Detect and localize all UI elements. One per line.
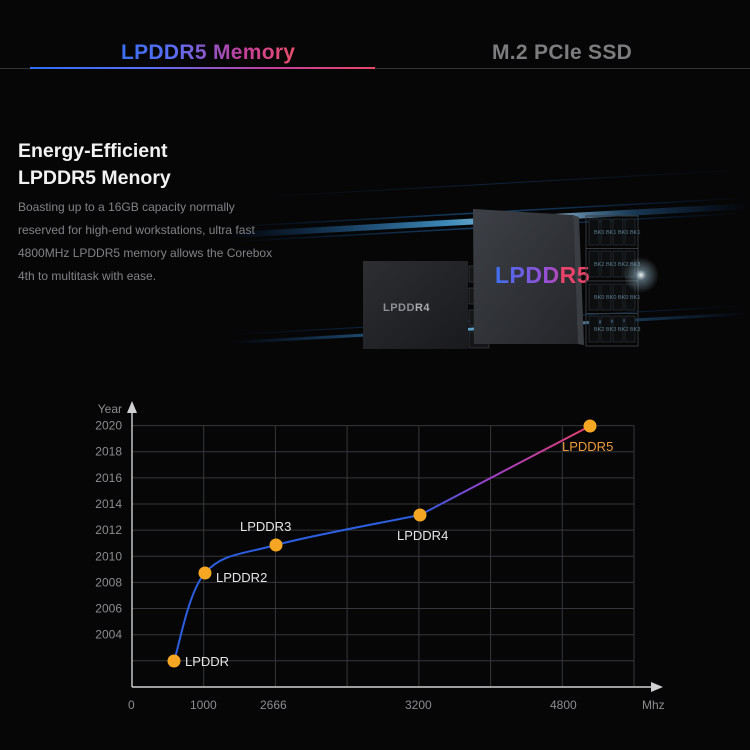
svg-text:BK0: BK0 (594, 295, 604, 301)
svg-text:2020: 2020 (95, 419, 122, 433)
svg-text:1000: 1000 (190, 698, 217, 712)
svg-text:BK1: BK1 (630, 230, 640, 236)
svg-text:BK1: BK1 (630, 295, 640, 301)
svg-text:Mhz: Mhz (642, 698, 665, 712)
svg-text:2008: 2008 (95, 575, 122, 589)
svg-text:2014: 2014 (95, 497, 122, 511)
svg-text:BK0: BK0 (618, 230, 628, 236)
svg-text:BK0: BK0 (594, 230, 604, 236)
svg-text:LPDDR4: LPDDR4 (397, 528, 448, 543)
svg-text:2666: 2666 (260, 698, 287, 712)
svg-text:BK0: BK0 (606, 295, 616, 301)
svg-text:LPDDR5: LPDDR5 (562, 439, 613, 454)
svg-text:BK1: BK1 (606, 230, 616, 236)
svg-text:4800: 4800 (550, 698, 577, 712)
svg-text:LPDDR5: LPDDR5 (495, 262, 590, 288)
svg-text:BK3: BK3 (630, 327, 640, 333)
svg-text:BK2: BK2 (594, 327, 604, 333)
svg-text:2012: 2012 (95, 523, 122, 537)
svg-text:BK2: BK2 (594, 262, 604, 268)
svg-text:LPDDR2: LPDDR2 (216, 570, 267, 585)
svg-text:LPDDR: LPDDR (185, 654, 229, 669)
svg-text:BK0: BK0 (618, 295, 628, 301)
svg-text:2006: 2006 (95, 602, 122, 616)
svg-text:2004: 2004 (95, 628, 122, 642)
svg-text:Year: Year (98, 402, 122, 416)
svg-text:2016: 2016 (95, 471, 122, 485)
svg-text:2010: 2010 (95, 549, 122, 563)
svg-text:LPDDR4: LPDDR4 (383, 302, 430, 314)
svg-text:BK3: BK3 (606, 262, 616, 268)
svg-text:0: 0 (128, 698, 135, 712)
svg-text:3200: 3200 (405, 698, 432, 712)
svg-text:LPDDR3: LPDDR3 (240, 519, 291, 534)
svg-text:BK2: BK2 (618, 327, 628, 333)
svg-text:2018: 2018 (95, 445, 122, 459)
svg-text:BK3: BK3 (606, 327, 616, 333)
